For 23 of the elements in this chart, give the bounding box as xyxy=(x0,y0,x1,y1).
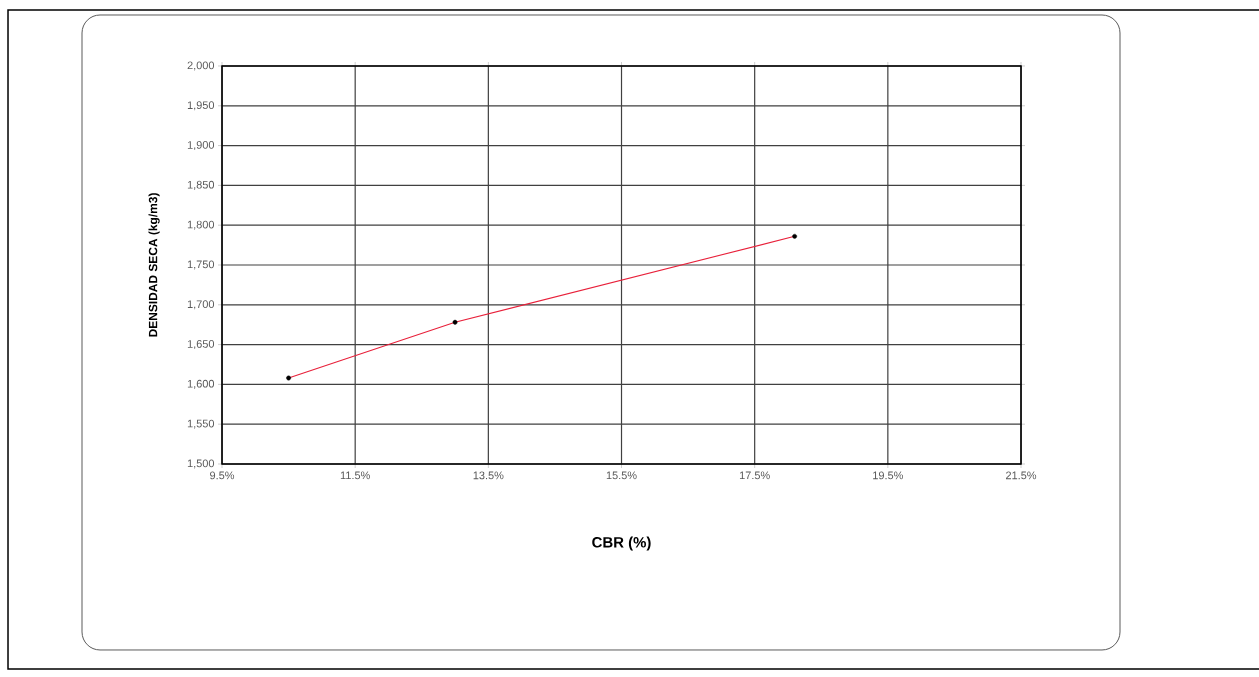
y-tick-label: 1,500 xyxy=(187,459,215,469)
y-tick-label: 2,000 xyxy=(187,61,215,71)
y-tick-label: 1,600 xyxy=(187,379,215,389)
y-tick-label: 1,700 xyxy=(187,300,215,310)
x-tick-label: 15.5% xyxy=(606,471,637,480)
y-tick-label: 1,900 xyxy=(187,141,215,151)
y-tick-label: 1,650 xyxy=(187,340,215,350)
x-tick-label: 9.5% xyxy=(210,471,235,480)
x-tick-label: 11.5% xyxy=(340,471,370,480)
x-tick-label: 13.5% xyxy=(473,471,504,480)
y-tick-label: 1,850 xyxy=(187,180,215,190)
y-tick-label: 1,950 xyxy=(187,101,215,111)
point xyxy=(792,233,798,239)
y-tick-label: 1,550 xyxy=(187,419,215,429)
y-axis-title: DENSIDAD SECA (kg/m3) xyxy=(148,193,160,337)
point xyxy=(286,375,291,381)
y-tick-label: 1,800 xyxy=(187,220,215,230)
x-tick-label: 21.5% xyxy=(1006,471,1037,480)
y-tick-label: 1,750 xyxy=(187,260,215,270)
point xyxy=(452,319,458,325)
x-tick-label: 17.5% xyxy=(739,471,770,480)
x-axis-title: CBR (%) xyxy=(592,536,651,551)
x-tick-label: 19.5% xyxy=(873,471,903,480)
